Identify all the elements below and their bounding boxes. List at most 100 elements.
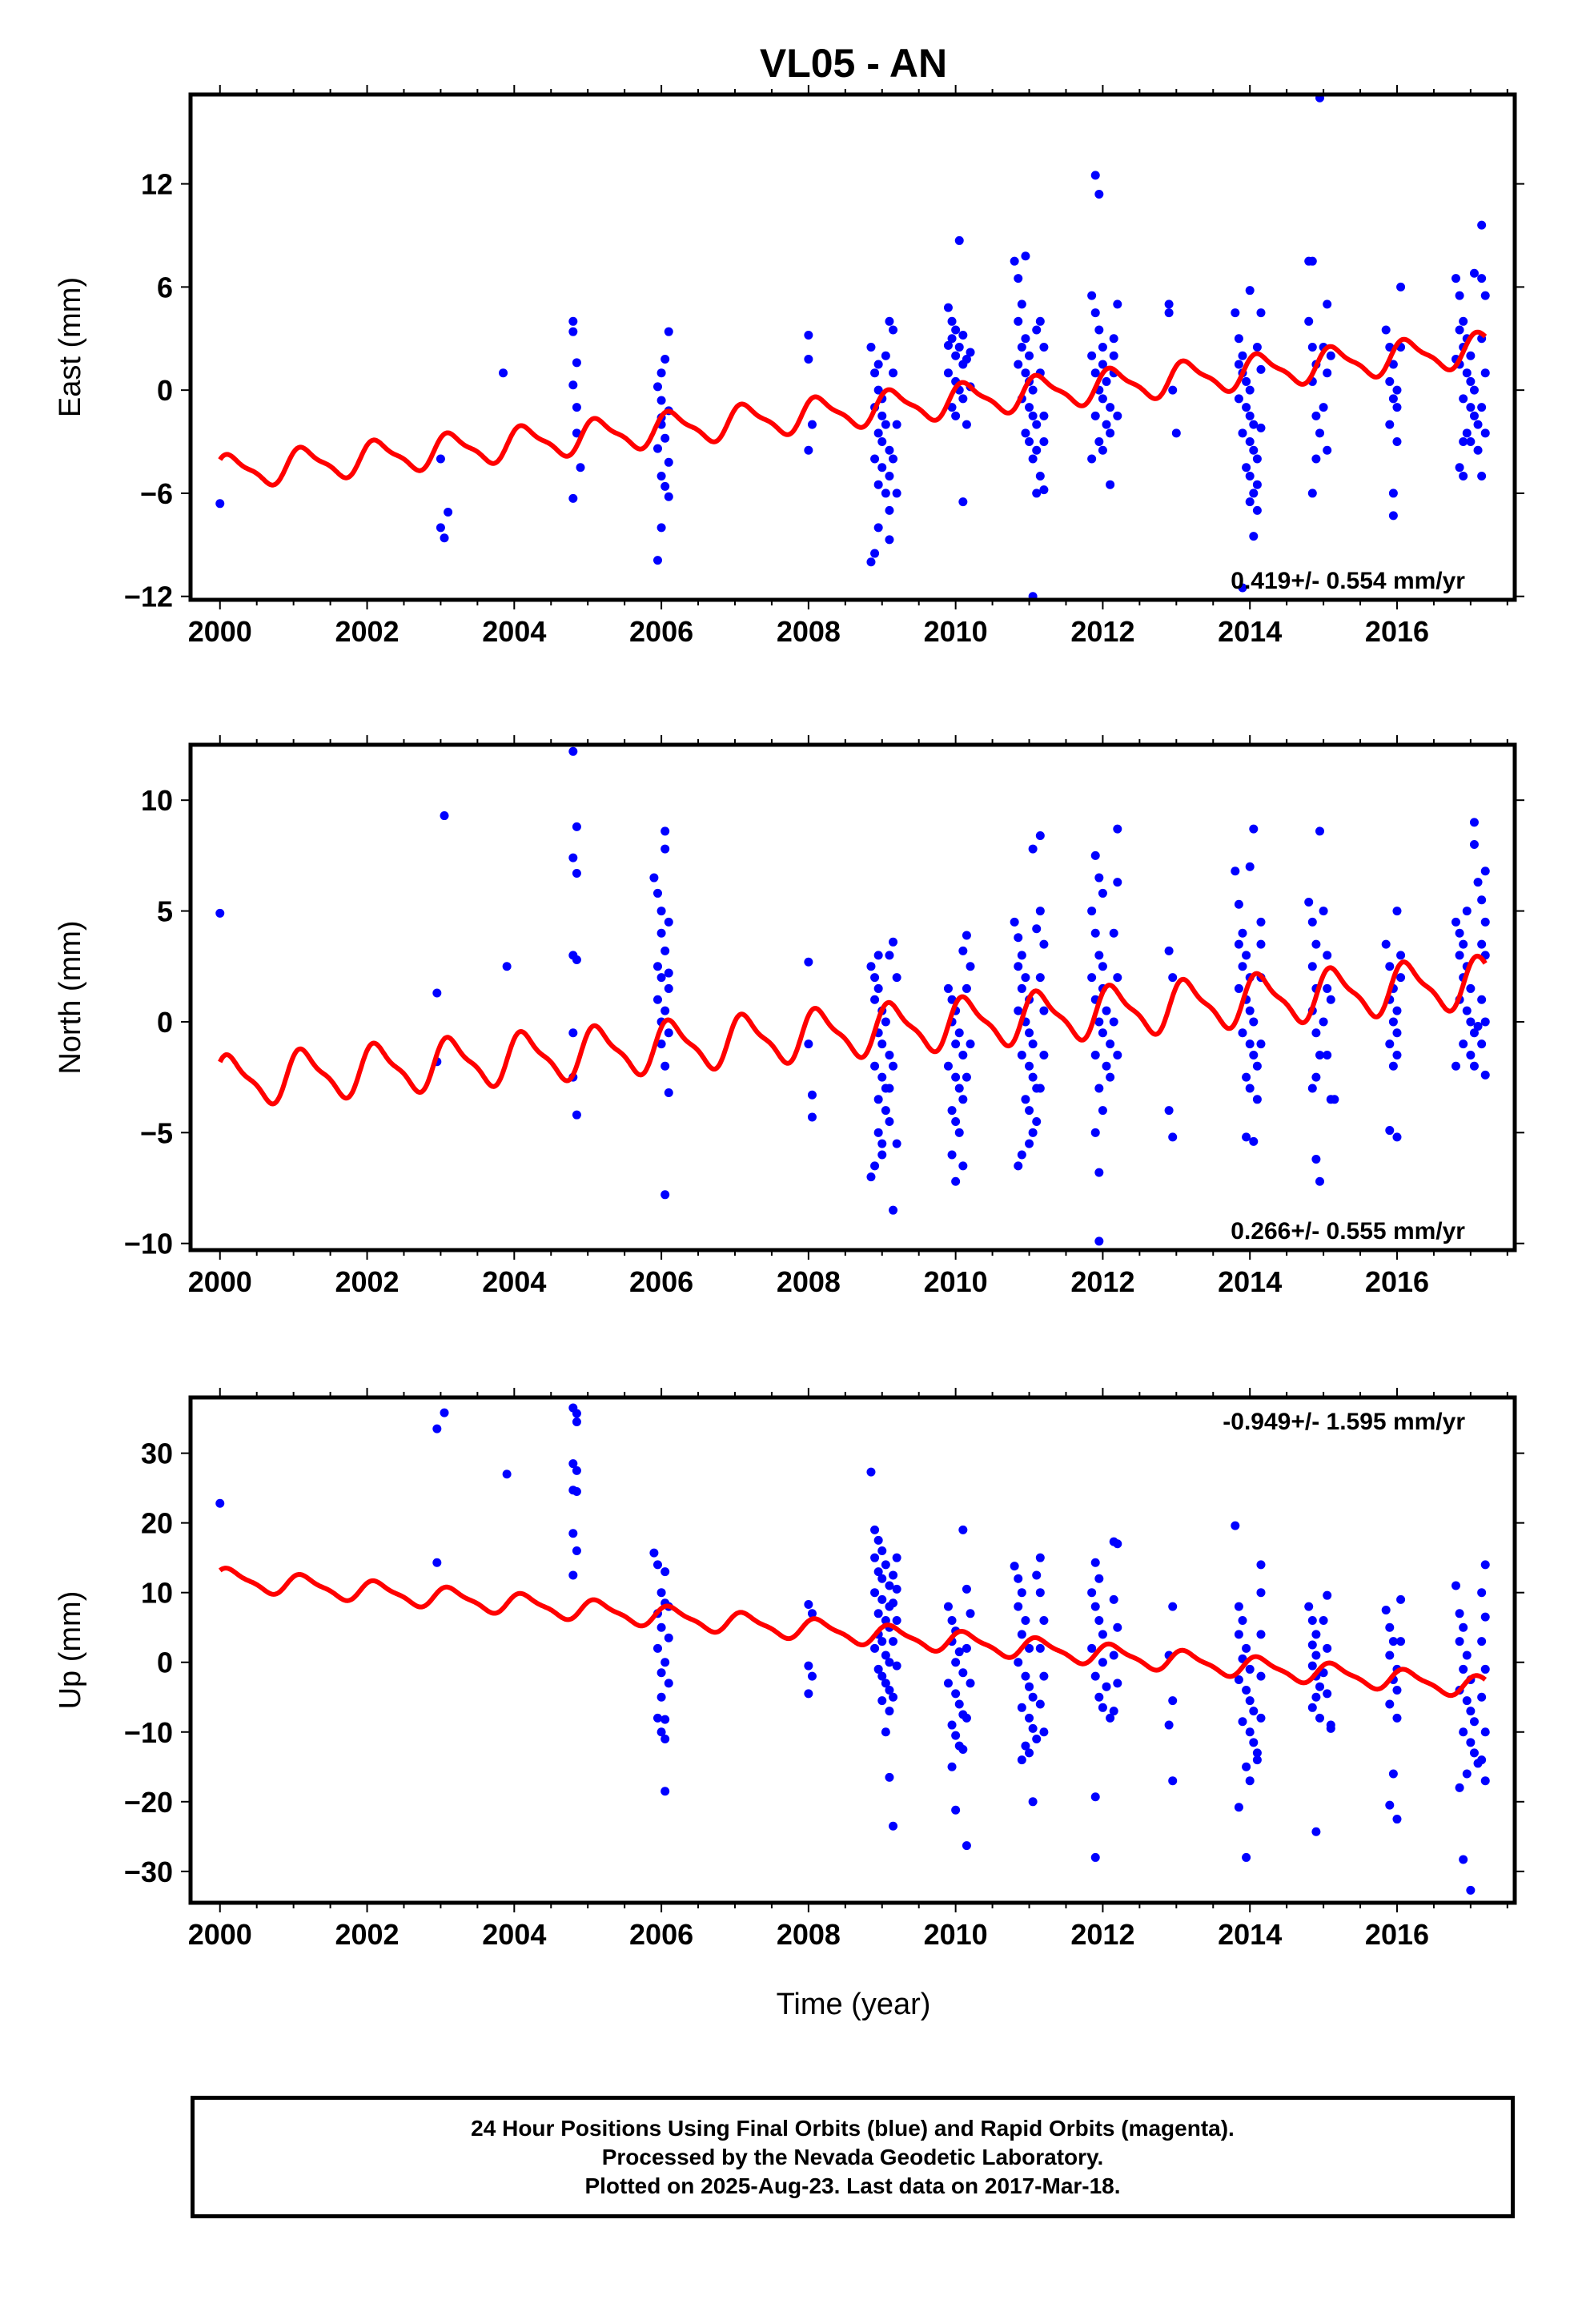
data-point [1113, 1050, 1122, 1059]
data-point [1238, 928, 1247, 938]
data-point [1385, 962, 1395, 971]
data-point [440, 1408, 449, 1417]
data-point [881, 1727, 890, 1737]
data-point [954, 1084, 964, 1093]
data-point [885, 1658, 894, 1667]
data-points [215, 94, 1490, 600]
data-point [1388, 1769, 1398, 1779]
data-point [1094, 873, 1104, 883]
plot-frame [188, 742, 1517, 1252]
data-point [664, 917, 673, 927]
x-tick-label: 2004 [482, 615, 546, 648]
data-point [1168, 1132, 1178, 1142]
data-point [1028, 385, 1038, 395]
data-point [568, 327, 578, 336]
data-point [947, 1720, 957, 1730]
data-point [1455, 325, 1464, 335]
data-point [958, 1525, 968, 1534]
data-point [885, 1686, 894, 1695]
data-point [1231, 308, 1240, 318]
data-point [962, 983, 971, 993]
x-tick-label: 2000 [188, 1918, 252, 1951]
data-point [1014, 274, 1023, 283]
data-point [1017, 300, 1026, 309]
data-point [1477, 403, 1487, 412]
data-point [1249, 1738, 1259, 1747]
data-point [1477, 1588, 1487, 1598]
data-point [873, 1567, 883, 1577]
data-point [1032, 1570, 1042, 1580]
data-point [1098, 360, 1107, 369]
data-point [1307, 917, 1317, 927]
data-point [1010, 256, 1019, 266]
data-point [1459, 1664, 1468, 1674]
data-point [877, 1072, 887, 1082]
chart-title: VL05 - AN [760, 41, 947, 86]
x-tick-label: 2016 [1365, 1265, 1429, 1298]
data-point [1245, 1727, 1255, 1737]
data-point [881, 1084, 890, 1093]
data-point [656, 1622, 666, 1632]
data-point [954, 1647, 964, 1657]
data-point [652, 444, 662, 453]
data-point [1231, 1521, 1240, 1530]
x-tick-label: 2016 [1365, 1918, 1429, 1951]
data-point [966, 1679, 975, 1688]
data-point [1245, 1664, 1255, 1674]
data-point [885, 316, 894, 326]
data-point [1242, 951, 1251, 960]
data-point [572, 822, 581, 831]
data-point [958, 946, 968, 955]
data-point [881, 1106, 890, 1116]
data-point [661, 1006, 670, 1015]
data-point [1319, 907, 1328, 916]
data-point [1035, 1699, 1045, 1709]
data-point [1388, 1061, 1398, 1071]
data-point [1109, 1594, 1118, 1604]
data-point [1106, 1713, 1115, 1723]
data-point [1388, 511, 1398, 521]
data-point [499, 368, 508, 378]
data-point [1014, 316, 1023, 326]
data-point [870, 1553, 880, 1562]
data-point [1330, 1095, 1339, 1104]
y-tick-label: −30 [124, 1856, 173, 1888]
data-point [1245, 471, 1255, 480]
x-tick-label: 2004 [482, 1918, 546, 1951]
data-point [1014, 962, 1023, 971]
data-point [661, 844, 670, 854]
data-point [1094, 1236, 1104, 1246]
data-point [1462, 428, 1472, 438]
data-point [958, 1161, 968, 1171]
data-point [1256, 917, 1266, 927]
data-point [870, 995, 880, 1004]
data-point [1010, 917, 1019, 927]
data-point [1242, 1762, 1251, 1771]
data-point [877, 1637, 887, 1647]
data-points [215, 1403, 1490, 1895]
data-point [889, 1637, 898, 1647]
data-point [652, 888, 662, 898]
data-point [951, 1039, 961, 1049]
x-tick-label: 2002 [335, 615, 399, 648]
data-point [1025, 437, 1034, 447]
data-point [1238, 1028, 1247, 1038]
data-point [1480, 1727, 1490, 1737]
data-point [1039, 1727, 1049, 1737]
data-point [1245, 385, 1255, 395]
data-point [1392, 1713, 1402, 1723]
data-point [881, 489, 890, 498]
data-point [1455, 291, 1464, 300]
data-point [1021, 1671, 1030, 1681]
data-point [1025, 351, 1034, 360]
data-point [440, 811, 449, 821]
data-point [1385, 1651, 1395, 1660]
data-point [1102, 1061, 1111, 1071]
data-point [1017, 951, 1026, 960]
data-point [1109, 334, 1118, 344]
data-point [661, 1734, 670, 1743]
data-point [1109, 1017, 1118, 1027]
data-point [947, 316, 957, 326]
data-point [1028, 1128, 1038, 1137]
data-point [885, 1707, 894, 1716]
